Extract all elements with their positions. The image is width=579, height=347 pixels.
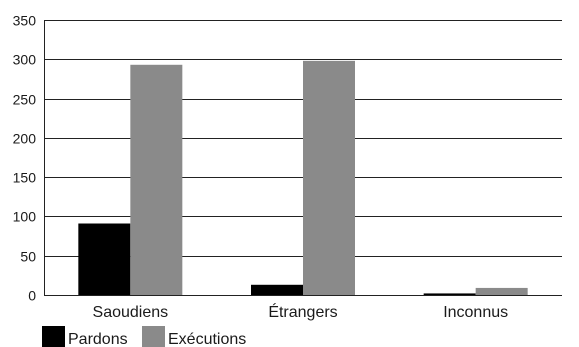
y-tick-label-200: 200 — [13, 131, 37, 147]
bar-pardons-0 — [78, 223, 131, 295]
legend: Pardons Exécutions — [42, 326, 246, 347]
y-tick-label-300: 300 — [13, 52, 37, 68]
legend-swatch-pardons — [42, 326, 65, 347]
bar-pardons-2 — [423, 293, 476, 295]
bar-pardons-1 — [251, 284, 303, 295]
y-tick-label-50: 50 — [20, 249, 36, 265]
y-tick-label-250: 250 — [13, 92, 37, 108]
y-tick-label-150: 150 — [13, 170, 37, 186]
legend-label-executions: Exécutions — [168, 331, 246, 347]
y-tick-label-0: 0 — [28, 288, 36, 304]
x-axis-labels: Saoudiens Étrangers Inconnus — [93, 302, 509, 321]
x-category-label-0: Saoudiens — [93, 304, 169, 321]
bar-excutions-0 — [130, 64, 183, 296]
legend-label-pardons: Pardons — [68, 331, 128, 347]
x-category-label-2: Inconnus — [443, 304, 508, 321]
y-axis-ticks: 0 50 100 150 200 250 300 350 — [13, 13, 37, 304]
y-tick-label-350: 350 — [13, 13, 37, 29]
bar-excutions-2 — [475, 287, 528, 295]
x-category-label-1: Étrangers — [268, 302, 337, 321]
legend-swatch-executions — [142, 326, 165, 347]
bar-excutions-1 — [303, 60, 355, 295]
y-tick-label-100: 100 — [13, 209, 37, 225]
bars — [78, 60, 528, 296]
